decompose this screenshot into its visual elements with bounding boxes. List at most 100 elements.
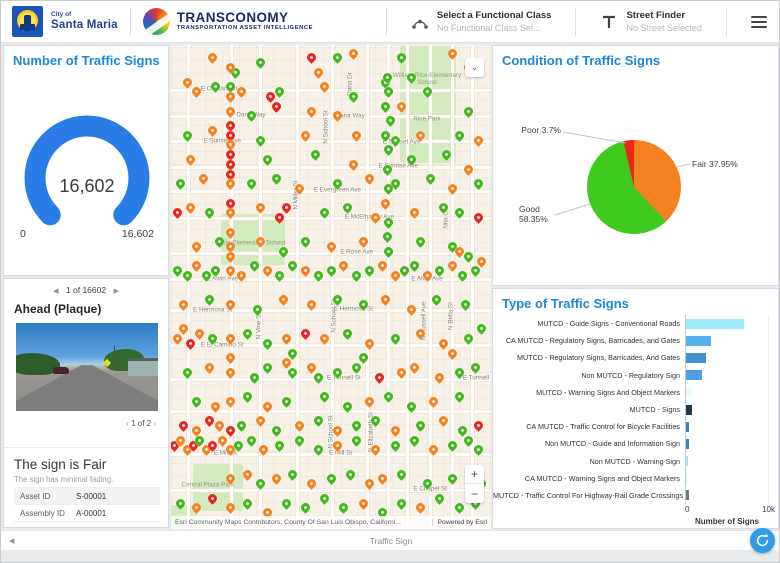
bar-track: [685, 400, 769, 419]
bar-track: [685, 383, 769, 401]
bar[interactable]: [686, 438, 690, 449]
sign-type-panel: Type of Traffic Signs MUTCD - Guide Sign…: [492, 288, 779, 529]
street-label: E Hermosa St: [333, 305, 373, 313]
bar[interactable]: [686, 421, 690, 432]
bar-row: Non MUTCD - Warning Sign: [493, 452, 779, 470]
gauge-max-label: 16,602: [121, 228, 154, 240]
bar[interactable]: [686, 335, 711, 346]
pie-label-poor: Poor 3.7%: [521, 125, 561, 135]
bar[interactable]: [686, 404, 692, 415]
header-divider: [385, 7, 387, 36]
street-label: N School St: [322, 110, 330, 144]
road: [471, 45, 475, 529]
bar-track: [685, 452, 769, 470]
street-label: E Tunnell St: [462, 374, 491, 382]
bar-track: [685, 349, 769, 367]
attribute-value: A-00001: [76, 508, 107, 518]
gauge-panel-title: Number of Traffic Signs: [13, 53, 160, 68]
gauge-chart: 16,602: [12, 114, 162, 237]
street-label: E Tunnell St: [326, 374, 361, 382]
functional-class-selector[interactable]: Select a Functional Class No Functional …: [399, 1, 564, 42]
brand-name: TRANSCONOMY: [176, 9, 289, 25]
bar-row: MUTCD - Warning Signs And Object Markers: [493, 383, 779, 401]
tab-traffic-sign[interactable]: Traffic Sign: [369, 535, 413, 546]
bar-category-label: CA MUTCD - Warning Signs and Object Mark…: [524, 473, 680, 483]
bar-row: CA MUTCD - Traffic Control for Bicycle F…: [493, 418, 779, 436]
header-divider: [726, 7, 727, 36]
feature-pagination: ◀ 1 of 16602 ▶: [4, 285, 168, 295]
poi-label: Central Plaza Park: [181, 481, 235, 489]
road: [230, 45, 234, 529]
next-feature-icon[interactable]: ▶: [113, 288, 119, 295]
sign-street-photo[interactable]: [16, 323, 158, 411]
condition-pie-chart[interactable]: [587, 140, 681, 234]
x-tick-min: 0: [685, 505, 690, 514]
bar[interactable]: [686, 370, 702, 381]
street-finder-value: No Street Selected: [626, 23, 702, 33]
poi-label: Rice Park: [413, 114, 441, 122]
pie-label-fair: Fair 37.95%: [692, 159, 738, 169]
condition-panel: Condition of Traffic Signs Poor 3.7% Fai…: [492, 45, 779, 286]
bar-track: [685, 315, 769, 333]
tab-bar: ◀ Traffic Sign: [1, 530, 779, 550]
bar-panel-title: Type of Traffic Signs: [502, 296, 629, 311]
header-divider: [129, 7, 131, 36]
refresh-icon: [756, 533, 769, 547]
bar[interactable]: [686, 387, 693, 398]
street-label: E Sunset Ave: [203, 137, 242, 145]
brand-text: TRANSCONOMY TRANSPORTATION ASSET INTELLI…: [177, 11, 313, 32]
street-label: Dana Way: [335, 112, 365, 120]
mission-tower-icon: [20, 15, 35, 31]
zoom-out-button[interactable]: −: [470, 486, 478, 501]
bar[interactable]: [686, 456, 689, 467]
powered-by-esri: Powered by Esri: [431, 519, 487, 526]
refresh-button[interactable]: [750, 528, 775, 553]
attribute-value: S-00001: [76, 491, 107, 501]
street-label: E Sunrise Ave: [378, 162, 418, 170]
city-name: City of Santa Maria: [51, 11, 118, 31]
attribute-label: Assembly ID: [20, 508, 65, 518]
hamburger-menu-icon[interactable]: [751, 15, 767, 28]
bar-row: CA MUTCD - Regulatory Signs, Barricades,…: [493, 332, 779, 350]
bar-track: [685, 486, 769, 505]
photo-pagination: ‹ 1 of 2 ›: [126, 419, 156, 428]
attribute-row[interactable]: Asset ID S-00001: [14, 488, 160, 505]
road: [387, 45, 390, 529]
road: [405, 45, 409, 529]
bar[interactable]: [686, 318, 745, 329]
map-collapse-button[interactable]: ⌄: [465, 58, 484, 77]
bar-category-label: MUTCD - Traffic Control For Highway-Rail…: [493, 490, 683, 500]
next-photo-icon[interactable]: ›: [153, 419, 156, 428]
zoom-in-button[interactable]: +: [465, 465, 484, 484]
attribute-label: Asset ID: [20, 491, 51, 501]
bar[interactable]: [686, 352, 707, 363]
road: [366, 45, 370, 529]
prev-feature-icon[interactable]: ◀: [53, 288, 59, 295]
bar[interactable]: [686, 490, 690, 501]
bar-row: Non MUTCD - Regulatory Sign: [493, 366, 779, 384]
street-label: E Mill St: [329, 449, 353, 457]
attribute-row[interactable]: Assembly ID A-00001: [14, 505, 160, 522]
bar-row: Non MUTCD - Guide and Information Sign: [493, 435, 779, 453]
street-finder-label: Street Finder: [626, 10, 686, 21]
prev-photo-icon[interactable]: ‹: [126, 419, 129, 428]
condition-note: The sign has minimal fading.: [14, 475, 114, 484]
street-label: E McElhaney Ave: [344, 213, 395, 221]
sign-detail-panel: ◀ 1 of 16602 ▶ Ahead (Plaque) ‹ 1 of 2 ›…: [3, 278, 169, 528]
road: [451, 45, 454, 529]
bar-category-label: Non MUTCD - Warning Sign: [589, 456, 680, 466]
street-label: E El Camino St: [200, 341, 244, 349]
sign-type-bar-chart: MUTCD - Guide Signs - Conventional Roads…: [493, 315, 779, 505]
gauge-arc: [24, 115, 150, 226]
street-label: N Vine St: [255, 312, 263, 339]
street-label: E Sunset Ave: [382, 138, 421, 146]
header-divider: [575, 7, 577, 36]
street-label: E Hermosa St: [192, 306, 233, 314]
bar-category-label: Non MUTCD - Regulatory Sign: [581, 370, 680, 380]
bar-track: [685, 332, 769, 350]
tree: [16, 352, 60, 375]
tab-scroll-left-icon[interactable]: ◀: [9, 537, 15, 545]
street-finder[interactable]: Street Finder No Street Selected: [588, 1, 714, 42]
